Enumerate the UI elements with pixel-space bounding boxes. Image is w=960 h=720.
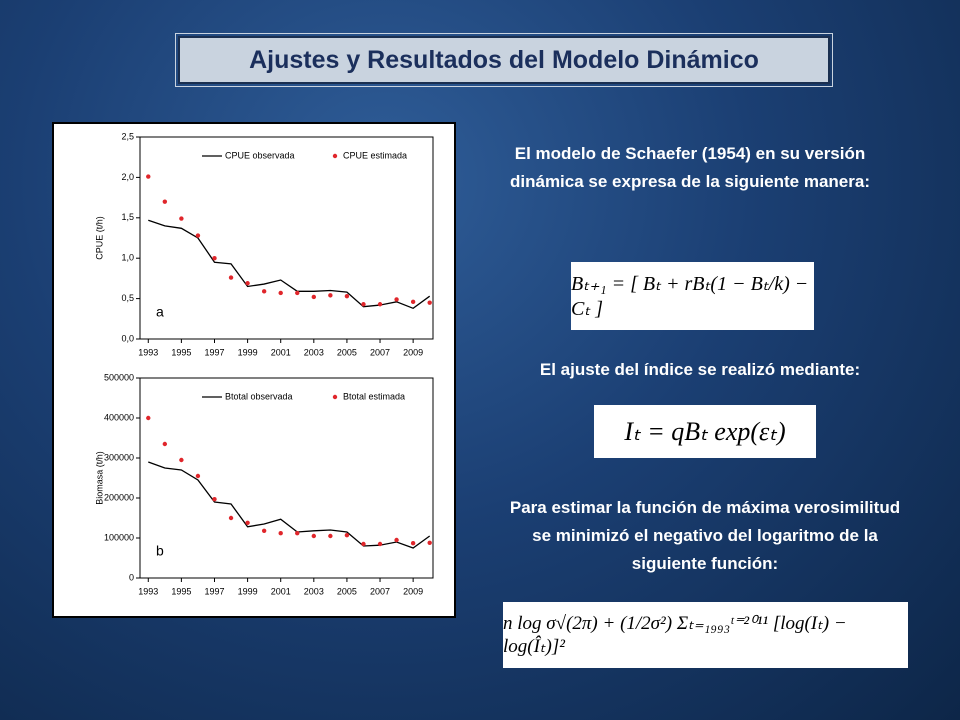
legend-swatch [332,153,338,159]
series-point [278,290,283,296]
x-tick-label: 2007 [370,586,390,596]
x-tick-label: 2003 [304,347,324,357]
x-tick-label: 1995 [171,347,191,357]
y-tick-label: 0,0 [121,333,134,343]
panel-label: a [156,304,164,320]
series-point [394,297,399,302]
series-point [361,302,366,307]
y-axis-label: Biomasa (t/h) [94,451,104,505]
y-tick-label: 0,5 [121,293,134,303]
paragraph: Para estimar la función de máxima verosi… [509,498,901,573]
y-tick-label: 300000 [104,452,134,462]
series-point [361,541,366,547]
formula: n log σ√(2π) + (1/2σ²) Σₜ₌₁₉₉₃ᵗ⁼²⁰¹¹ [lo… [503,602,908,668]
series-point [212,497,217,502]
series-point [228,515,234,521]
x-tick-label: 2005 [337,347,357,357]
series-point [146,174,151,179]
series-point [179,457,184,463]
y-axis-label: CPUE (t/h) [94,216,104,260]
series-point [311,533,317,539]
x-tick-label: 1997 [204,586,224,596]
legend-label: Btotal observada [225,391,293,401]
series-point [146,415,151,421]
x-tick-label: 2005 [337,586,357,596]
paragraph: El ajuste del índice se realizó mediante… [539,360,861,379]
legend-label: CPUE estimada [343,150,407,160]
x-tick-label: 1993 [138,347,158,357]
series-point [328,533,333,539]
series-point [377,541,383,547]
paragraph: El modelo de Schaefer (1954) en su versi… [510,144,870,191]
plot-frame [139,377,434,579]
y-tick-label: 500000 [104,372,134,382]
series-point [311,294,317,300]
series-point [245,281,250,286]
series-point [278,531,283,536]
y-tick-label: 100000 [104,532,134,542]
series-point [179,216,184,221]
y-tick-label: 2,5 [121,131,134,141]
legend-label: Btotal estimada [343,391,405,401]
series-point [377,302,383,307]
y-tick-label: 1,5 [121,212,134,222]
x-tick-label: 2001 [271,586,291,596]
legend-label: CPUE observada [225,150,295,160]
series-point [195,233,201,238]
series-point [195,473,201,479]
slide-title: Ajustes y Resultados del Modelo Dinámico [175,33,833,87]
y-tick-label: 200000 [104,492,134,502]
y-tick-label: 0 [129,572,134,582]
x-tick-label: 2001 [271,347,291,357]
x-tick-label: 2003 [304,586,324,596]
x-tick-label: 1993 [138,586,158,596]
series-point [212,256,217,261]
series-point [162,199,168,204]
x-tick-label: 1995 [171,586,191,596]
x-tick-label: 1999 [238,347,258,357]
series-point [427,540,432,545]
series-point [394,537,399,543]
y-tick-label: 400000 [104,412,134,422]
x-tick-label: 1999 [238,586,258,596]
x-tick-label: 1997 [204,347,224,357]
chart-panel [52,122,456,618]
series-point [295,290,300,296]
formula: Bₜ₊₁ = [ Bₜ + rBₜ(1 − Bₜ/k) − Cₜ ] [571,262,814,330]
series-point [261,289,267,294]
series-point [162,441,168,447]
series-point [228,275,234,280]
x-tick-label: 2007 [370,347,390,357]
plot-frame [139,136,434,340]
series-point [344,533,350,538]
series-point [427,300,432,305]
formula: Iₜ = qBₜ exp(εₜ) [594,405,816,458]
series-line [148,461,431,549]
series-point [344,293,350,299]
y-tick-label: 2,0 [121,172,134,182]
x-tick-label: 2009 [403,586,423,596]
series-point [261,528,267,533]
y-tick-label: 1,0 [121,253,134,263]
series-line [148,219,431,310]
panel-label: b [156,543,164,559]
series-point [410,299,416,305]
series-point [245,520,250,525]
series-point [295,531,300,536]
legend-swatch [332,394,338,400]
x-tick-label: 2009 [403,347,423,357]
series-point [410,541,416,546]
series-point [328,293,333,298]
